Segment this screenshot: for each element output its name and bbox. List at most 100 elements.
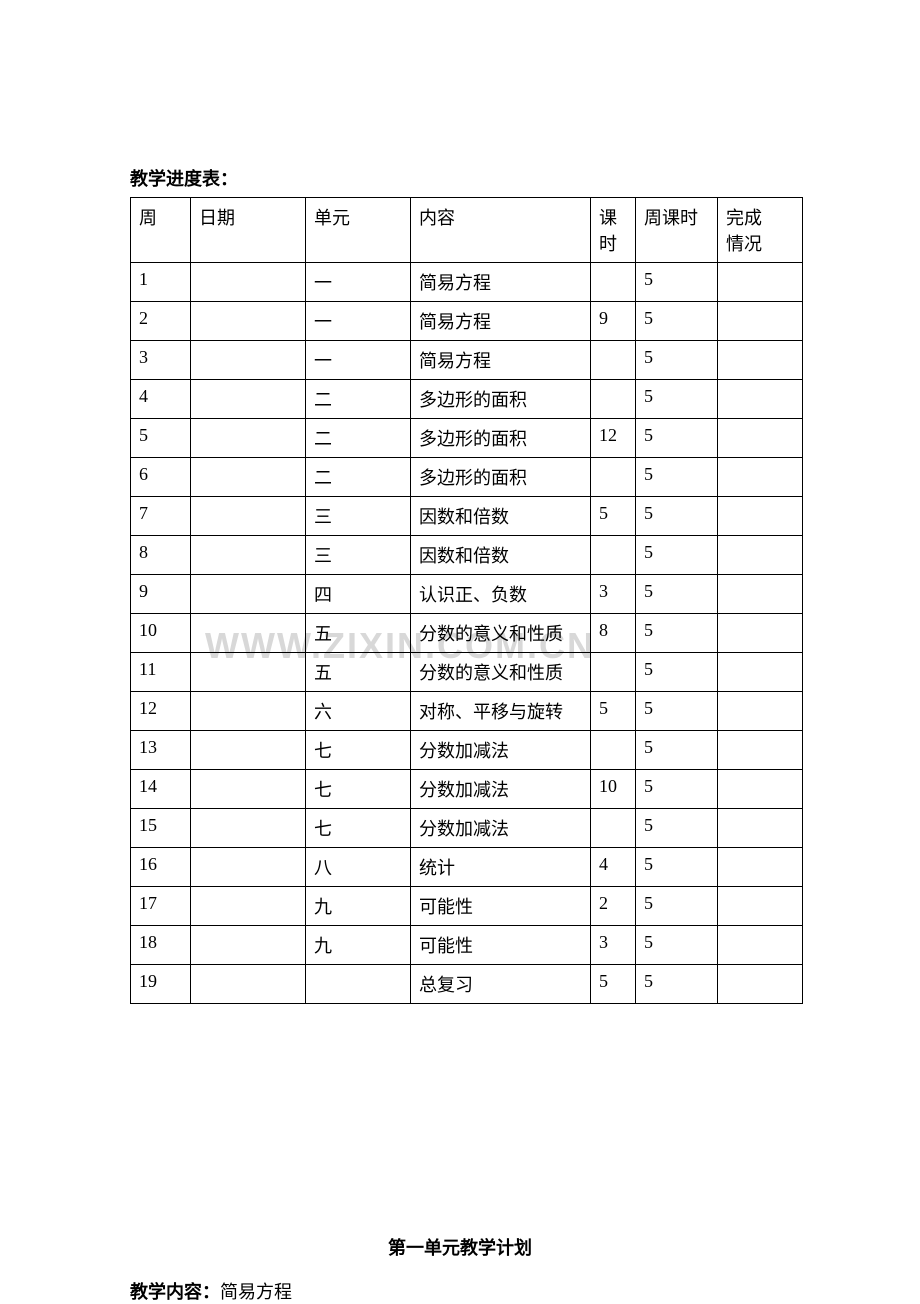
cell-status xyxy=(718,458,803,497)
cell-weekhours: 5 xyxy=(636,341,718,380)
table-row: 18九可能性35 xyxy=(131,926,803,965)
cell-content: 分数加减法 xyxy=(411,770,591,809)
cell-date xyxy=(191,965,306,1004)
cell-weekhours: 5 xyxy=(636,770,718,809)
cell-date xyxy=(191,575,306,614)
table-header-row: 周 日期 单元 内容 课时 周课时 完成情况 xyxy=(131,198,803,263)
cell-hours: 12 xyxy=(591,419,636,458)
cell-hours: 4 xyxy=(591,848,636,887)
cell-status xyxy=(718,614,803,653)
table-row: 17九可能性25 xyxy=(131,887,803,926)
cell-hours: 5 xyxy=(591,692,636,731)
cell-weekhours: 5 xyxy=(636,380,718,419)
cell-status xyxy=(718,770,803,809)
cell-date xyxy=(191,770,306,809)
cell-content: 分数的意义和性质 xyxy=(411,653,591,692)
cell-unit: 九 xyxy=(306,926,411,965)
teaching-content-value: 简易方程 xyxy=(220,1282,292,1302)
cell-week: 13 xyxy=(131,731,191,770)
cell-week: 11 xyxy=(131,653,191,692)
table-row: 12六对称、平移与旋转55 xyxy=(131,692,803,731)
cell-hours xyxy=(591,458,636,497)
table-row: 11 五分数的意义和性质 5 xyxy=(131,653,803,692)
cell-content: 简易方程 xyxy=(411,302,591,341)
cell-hours: 8 xyxy=(591,614,636,653)
cell-weekhours: 5 xyxy=(636,887,718,926)
cell-status xyxy=(718,653,803,692)
cell-content: 可能性 xyxy=(411,887,591,926)
cell-status xyxy=(718,887,803,926)
cell-unit: 九 xyxy=(306,887,411,926)
table-row: 4二多边形的面积5 xyxy=(131,380,803,419)
table-row: 1一简易方程5 xyxy=(131,263,803,302)
cell-unit xyxy=(306,965,411,1004)
cell-unit: 二 xyxy=(306,380,411,419)
cell-hours: 5 xyxy=(591,965,636,1004)
cell-weekhours: 5 xyxy=(636,614,718,653)
cell-weekhours: 5 xyxy=(636,809,718,848)
cell-status xyxy=(718,263,803,302)
cell-hours xyxy=(591,263,636,302)
cell-status xyxy=(718,380,803,419)
cell-content: 简易方程 xyxy=(411,263,591,302)
teaching-content-label: 教学内容： xyxy=(130,1282,220,1302)
cell-unit: 一 xyxy=(306,263,411,302)
table-title: 教学进度表： xyxy=(130,165,790,191)
cell-week: 7 xyxy=(131,497,191,536)
header-weekhours: 周课时 xyxy=(636,198,718,263)
cell-week: 6 xyxy=(131,458,191,497)
cell-unit: 一 xyxy=(306,302,411,341)
cell-weekhours: 5 xyxy=(636,419,718,458)
cell-content: 因数和倍数 xyxy=(411,497,591,536)
cell-date xyxy=(191,887,306,926)
cell-week: 16 xyxy=(131,848,191,887)
table-row: 14 七分数加减法105 xyxy=(131,770,803,809)
cell-unit: 三 xyxy=(306,497,411,536)
header-hours: 课时 xyxy=(591,198,636,263)
cell-unit: 二 xyxy=(306,419,411,458)
table-row: 7三因数和倍数55 xyxy=(131,497,803,536)
cell-content: 因数和倍数 xyxy=(411,536,591,575)
cell-weekhours: 5 xyxy=(636,965,718,1004)
cell-status xyxy=(718,692,803,731)
cell-content: 总复习 xyxy=(411,965,591,1004)
cell-hours xyxy=(591,809,636,848)
cell-content: 可能性 xyxy=(411,926,591,965)
cell-unit: 六 xyxy=(306,692,411,731)
cell-unit: 四 xyxy=(306,575,411,614)
cell-content: 多边形的面积 xyxy=(411,380,591,419)
cell-date xyxy=(191,614,306,653)
cell-weekhours: 5 xyxy=(636,653,718,692)
cell-date xyxy=(191,497,306,536)
cell-status xyxy=(718,302,803,341)
cell-weekhours: 5 xyxy=(636,458,718,497)
section-heading: 第一单元教学计划 xyxy=(130,1234,790,1260)
cell-content: 对称、平移与旋转 xyxy=(411,692,591,731)
table-row: 15七分数加减法5 xyxy=(131,809,803,848)
cell-status xyxy=(718,926,803,965)
cell-date xyxy=(191,458,306,497)
cell-hours: 9 xyxy=(591,302,636,341)
cell-content: 认识正、负数 xyxy=(411,575,591,614)
cell-hours: 10 xyxy=(591,770,636,809)
cell-unit: 五 xyxy=(306,653,411,692)
cell-weekhours: 5 xyxy=(636,302,718,341)
cell-weekhours: 5 xyxy=(636,536,718,575)
cell-content: 简易方程 xyxy=(411,341,591,380)
cell-date xyxy=(191,809,306,848)
cell-unit: 七 xyxy=(306,770,411,809)
cell-hours: 5 xyxy=(591,497,636,536)
table-row: 13七分数加减法5 xyxy=(131,731,803,770)
header-date: 日期 xyxy=(191,198,306,263)
table-row: 2一简易方程95 xyxy=(131,302,803,341)
cell-hours xyxy=(591,380,636,419)
cell-week: 8 xyxy=(131,536,191,575)
cell-week: 14 xyxy=(131,770,191,809)
table-row: 16八统计45 xyxy=(131,848,803,887)
cell-date xyxy=(191,419,306,458)
cell-content: 统计 xyxy=(411,848,591,887)
cell-unit: 七 xyxy=(306,731,411,770)
cell-week: 18 xyxy=(131,926,191,965)
cell-weekhours: 5 xyxy=(636,926,718,965)
cell-date xyxy=(191,926,306,965)
